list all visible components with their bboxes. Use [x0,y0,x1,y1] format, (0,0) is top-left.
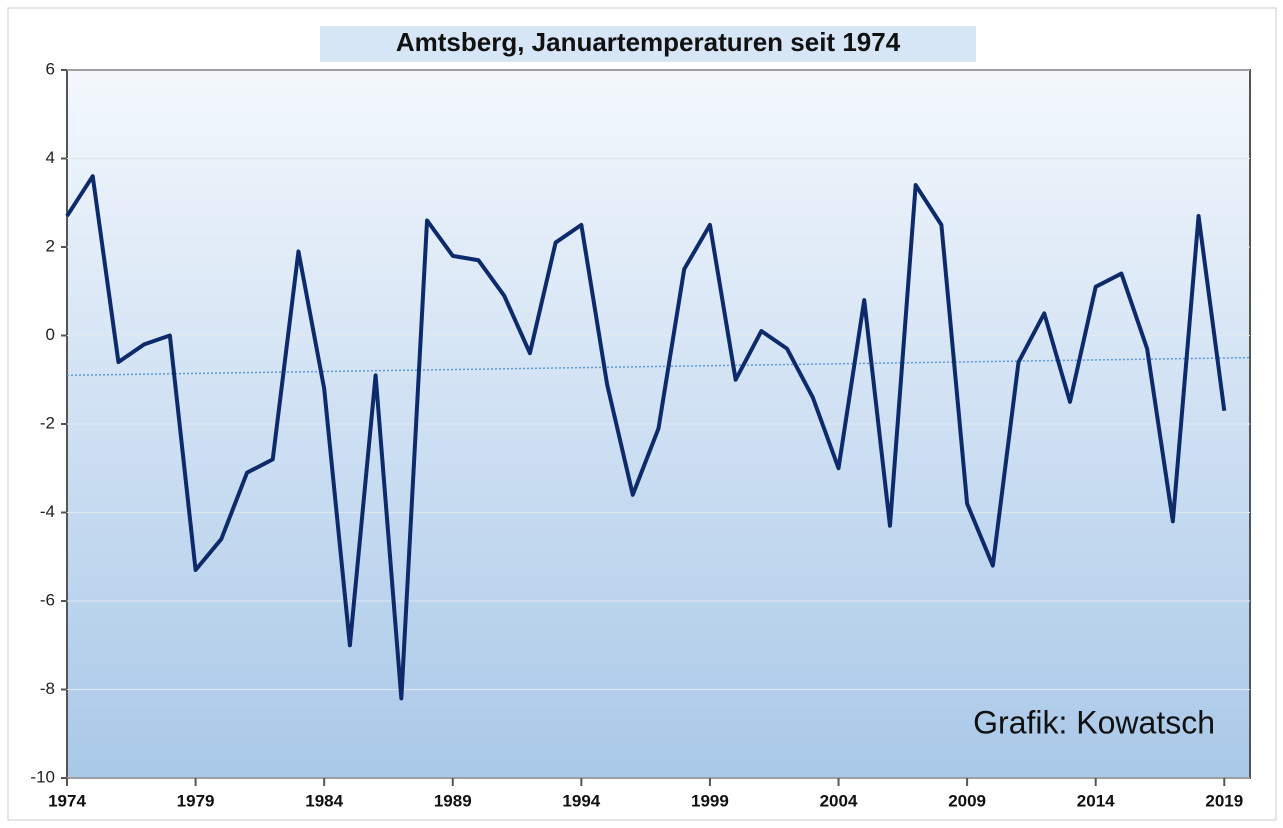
x-tick-label: 1994 [562,791,600,810]
x-tick-label: 2014 [1077,791,1115,810]
x-tick-label: 1989 [434,791,472,810]
chart-title: Amtsberg, Januartemperaturen seit 1974 [396,27,901,57]
trend-line [66,356,1251,377]
x-tick-label: 1984 [305,791,343,810]
annotation: Grafik: Kowatsch [973,704,1215,740]
x-tick-label: 1999 [691,791,729,810]
y-tick-label: -2 [40,413,55,432]
y-tick-label: 0 [46,325,55,344]
data-line [65,174,1227,701]
x-tick-label: 2004 [820,791,858,810]
x-tick-label: 1979 [177,791,215,810]
y-tick-label: -8 [40,679,55,698]
y-tick-label: 2 [46,236,55,255]
x-tick-label: 2019 [1205,791,1243,810]
y-tick-label: -4 [40,502,55,521]
x-tick-label: 1974 [48,791,86,810]
title-box [320,26,976,62]
y-tick-label: -10 [30,767,55,786]
x-tick-label: 2009 [948,791,986,810]
y-tick-label: 6 [46,59,55,78]
y-tick-label: -6 [40,590,55,609]
y-tick-label: 4 [46,148,55,167]
